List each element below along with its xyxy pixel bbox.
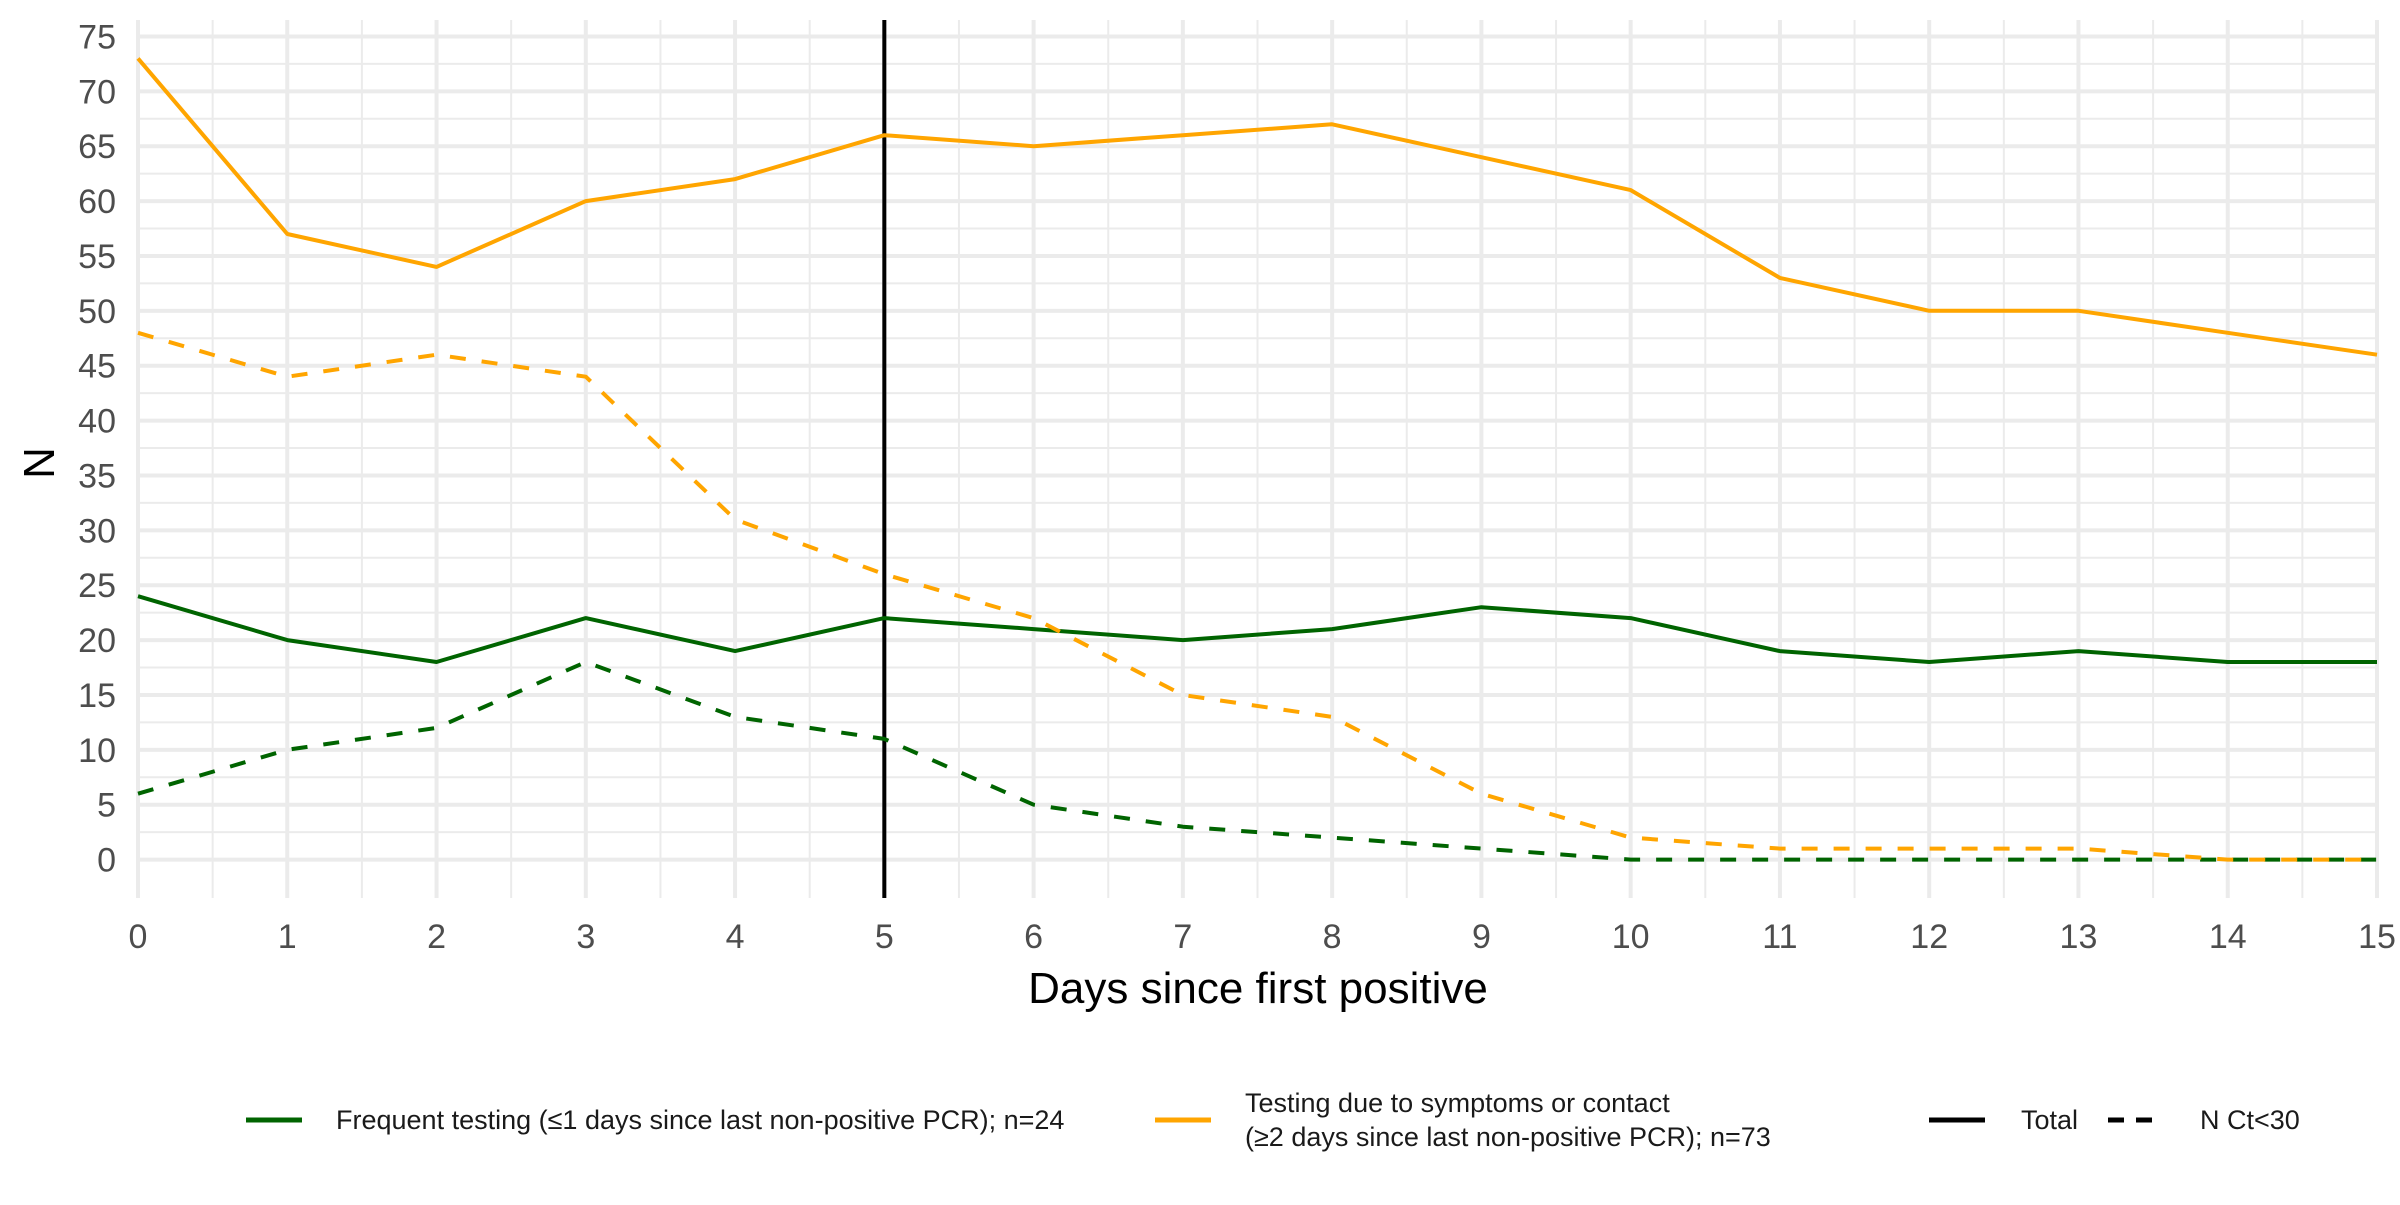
- x-axis-title: Days since first positive: [1028, 964, 1488, 1013]
- x-tick-label: 12: [1910, 918, 1948, 956]
- series-line-2-dashed: [137, 660, 2377, 862]
- legend-label: Frequent testing (≤1 days since last non…: [336, 1105, 1064, 1135]
- y-tick-label: 55: [78, 238, 116, 276]
- x-tick-label: 14: [2209, 918, 2247, 956]
- x-tick-label: 3: [576, 918, 595, 956]
- x-axis-ticks: 0 1 2 3 4 5 6 7 8 9 10 11 12 13 14 15: [129, 918, 2396, 956]
- y-tick-label: 30: [78, 512, 116, 550]
- y-tick-label: 60: [78, 183, 116, 221]
- x-tick-label: 0: [129, 918, 148, 956]
- x-tick-label: 15: [2358, 918, 2396, 956]
- x-tick-label: 8: [1323, 918, 1342, 956]
- series-line-4-dashed: [137, 330, 2377, 862]
- y-tick-label: 25: [78, 567, 116, 605]
- x-tick-label: 2: [427, 918, 446, 956]
- series-line-1-solid: [137, 594, 2377, 664]
- x-tick-label: 4: [726, 918, 745, 956]
- x-tick-label: 9: [1472, 918, 1491, 956]
- y-axis-ticks: 0 5 10 15 20 25 30 35 40 45 50 55 60 65 70 75: [78, 18, 116, 879]
- y-tick-label: 20: [78, 622, 116, 660]
- x-tick-label: 1: [278, 918, 297, 956]
- legend-label: (≥2 days since last non-positive PCR); n…: [1245, 1122, 1771, 1152]
- legend-linetype-label: N Ct<30: [2200, 1105, 2300, 1135]
- x-tick-label: 11: [1762, 918, 1797, 956]
- y-tick-label: 65: [78, 128, 116, 166]
- y-tick-label: 0: [97, 842, 116, 880]
- y-tick-label: 10: [78, 732, 116, 770]
- y-tick-label: 35: [78, 457, 116, 495]
- x-tick-label: 10: [1612, 918, 1650, 956]
- legend-label: Testing due to symptoms or contact: [1245, 1088, 1670, 1118]
- series-layer: [136, 57, 2378, 862]
- x-tick-label: 6: [1024, 918, 1043, 956]
- y-tick-label: 15: [78, 677, 116, 715]
- y-tick-label: 40: [78, 403, 116, 441]
- series-line-3-solid: [136, 57, 2378, 357]
- y-tick-label: 70: [78, 73, 116, 111]
- y-axis-title: N: [15, 447, 64, 479]
- legend: Frequent testing (≤1 days since last non…: [246, 1088, 2300, 1152]
- legend-linetype-label: Total: [2021, 1105, 2078, 1135]
- y-tick-label: 75: [78, 18, 116, 56]
- x-tick-label: 7: [1173, 918, 1192, 956]
- grid: [136, 20, 2379, 898]
- y-tick-label: 45: [78, 348, 116, 386]
- x-tick-label: 13: [2060, 918, 2098, 956]
- y-tick-label: 50: [78, 293, 116, 331]
- y-tick-label: 5: [97, 787, 116, 825]
- x-tick-label: 5: [875, 918, 894, 956]
